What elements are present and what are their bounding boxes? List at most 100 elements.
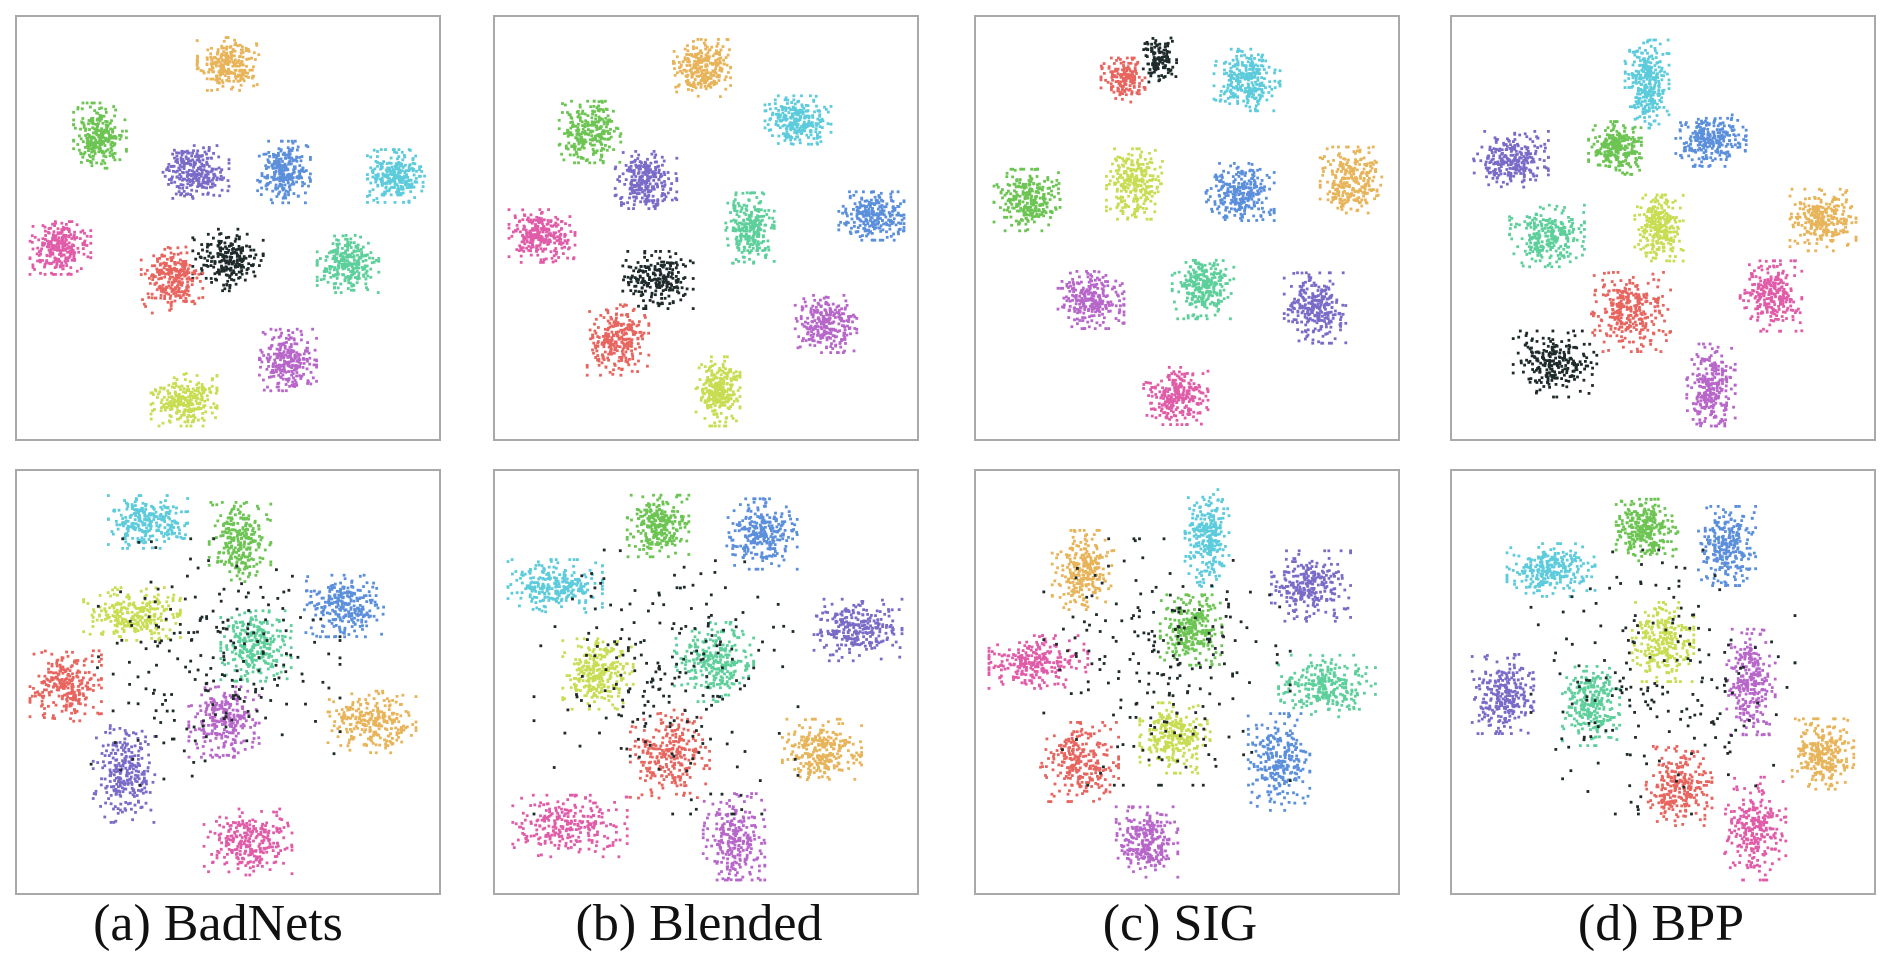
scatter-point xyxy=(589,105,593,109)
scatter-point xyxy=(174,192,178,196)
scatter-point xyxy=(394,162,398,166)
scatter-point xyxy=(179,270,182,274)
scatter-point xyxy=(72,254,76,258)
scatter-points xyxy=(28,36,1858,882)
scatter-point xyxy=(201,158,205,162)
scatter-point xyxy=(289,359,293,363)
scatter-point xyxy=(762,192,766,196)
scatter-point xyxy=(671,272,674,276)
scatter-point xyxy=(389,161,393,165)
scatter-point xyxy=(175,175,179,179)
scatter-point xyxy=(52,247,55,250)
scatter-point xyxy=(643,265,647,268)
cluster-red xyxy=(139,245,205,315)
scatter-point xyxy=(753,208,757,212)
scatter-point xyxy=(30,234,34,238)
scatter-point xyxy=(201,164,205,168)
scatter-point xyxy=(294,364,298,367)
scatter-point xyxy=(192,144,196,147)
scatter-point xyxy=(169,408,172,411)
scatter-point xyxy=(271,189,275,193)
scatter-point xyxy=(261,254,265,257)
scatter-point xyxy=(896,211,900,215)
scatter-point xyxy=(629,164,633,168)
scatter-point xyxy=(755,244,759,247)
scatter-point xyxy=(661,188,665,191)
scatter-point xyxy=(790,112,794,116)
scatter-point xyxy=(180,414,183,417)
scatter-point xyxy=(166,246,170,249)
scatter-point xyxy=(867,211,871,215)
scatter-point xyxy=(44,238,47,241)
scatter-point xyxy=(93,136,96,140)
scatter-point xyxy=(236,44,240,48)
scatter-point xyxy=(816,142,819,146)
scatter-point xyxy=(650,254,654,257)
scatter-point xyxy=(176,285,179,288)
scatter-point xyxy=(366,201,369,204)
scatter-point xyxy=(249,248,253,252)
scatter-point xyxy=(682,294,685,297)
scatter-point xyxy=(560,220,563,224)
scatter-point xyxy=(381,192,385,196)
scatter-point xyxy=(675,263,679,267)
scatter-point xyxy=(156,392,160,396)
scatter-point xyxy=(365,264,369,268)
scatter-point xyxy=(186,149,189,153)
scatter-point xyxy=(545,230,548,234)
scatter-point xyxy=(739,234,742,238)
scatter-point xyxy=(283,151,286,155)
scatter-point xyxy=(246,57,250,61)
scatter-point xyxy=(413,162,417,166)
scatter-point xyxy=(762,234,765,238)
scatter-point xyxy=(773,102,777,105)
scatter-point xyxy=(105,120,109,124)
scatter-point xyxy=(714,59,718,62)
scatter-point xyxy=(281,160,284,163)
scatter-point xyxy=(691,307,695,310)
scatter-point xyxy=(214,277,217,281)
scatter-point xyxy=(305,367,309,371)
scatter-point xyxy=(670,288,674,292)
scatter-point xyxy=(539,258,543,262)
scatter-point xyxy=(642,283,646,287)
scatter-point xyxy=(291,180,295,183)
scatter-point xyxy=(577,142,581,146)
scatter-point xyxy=(890,190,894,194)
scatter-point xyxy=(634,163,638,167)
scatter-point xyxy=(109,134,112,137)
scatter-point xyxy=(542,218,546,222)
scatter-point xyxy=(228,255,232,259)
scatter-point xyxy=(607,120,611,123)
scatter-point xyxy=(89,241,93,245)
scatter-point xyxy=(170,404,174,407)
scatter-point xyxy=(93,149,96,153)
scatter-point xyxy=(53,236,56,240)
scatter-point xyxy=(61,243,65,246)
scatter-point xyxy=(169,269,172,273)
scatter-point xyxy=(243,68,247,72)
scatter-point xyxy=(647,193,651,197)
scatter-point xyxy=(372,148,376,152)
scatter-point xyxy=(758,201,762,205)
scatter-point xyxy=(100,131,103,135)
scatter-point xyxy=(297,352,301,356)
scatter-point xyxy=(190,408,194,411)
scatter-point xyxy=(558,242,561,246)
scatter-point xyxy=(710,81,713,84)
scatter-point xyxy=(197,391,201,395)
scatter-point xyxy=(618,135,622,138)
scatter-point xyxy=(732,206,736,210)
scatter-point xyxy=(186,385,190,388)
scatter-point xyxy=(754,231,757,235)
scatter-point xyxy=(697,52,700,55)
scatter-point xyxy=(241,73,245,77)
scatter-point xyxy=(279,179,282,182)
scatter-point xyxy=(361,254,365,258)
scatter-point xyxy=(601,108,605,112)
scatter-point xyxy=(41,224,45,227)
scatter-point xyxy=(589,129,593,133)
scatter-point xyxy=(524,228,528,232)
scatter-point xyxy=(182,411,185,415)
scatter-point xyxy=(227,289,231,293)
